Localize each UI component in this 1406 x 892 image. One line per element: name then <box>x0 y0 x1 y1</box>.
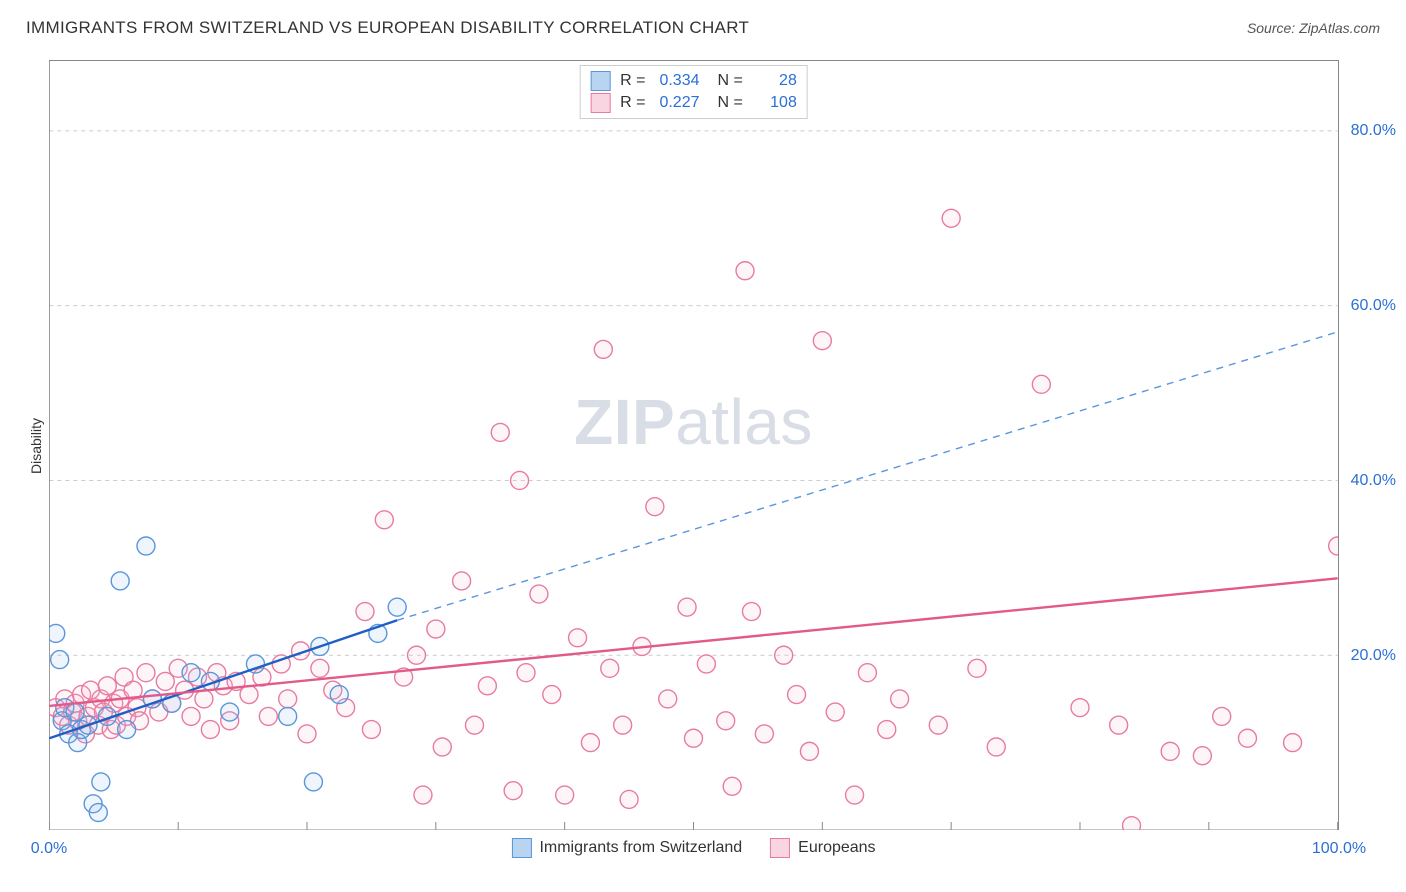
r-value: 0.227 <box>652 94 700 112</box>
series-label: Europeans <box>798 839 875 857</box>
swatch-icon <box>511 838 531 858</box>
legend-item: Europeans <box>770 838 875 858</box>
source-value: ZipAtlas.com <box>1299 20 1380 36</box>
n-label: N = <box>718 94 743 112</box>
series-label: Immigrants from Switzerland <box>539 839 742 857</box>
source-label: Source: <box>1247 20 1299 36</box>
page-title: IMMIGRANTS FROM SWITZERLAND VS EUROPEAN … <box>26 18 749 38</box>
swatch-icon <box>590 71 610 91</box>
legend-row: R = 0.227 N = 108 <box>590 92 797 114</box>
correlation-legend: R = 0.334 N = 28 R = 0.227 N = 108 <box>579 65 808 119</box>
n-value: 108 <box>749 94 797 112</box>
y-tick-label: 60.0% <box>1351 297 1396 315</box>
series-legend: Immigrants from Switzerland Europeans <box>511 838 875 858</box>
y-tick-label: 20.0% <box>1351 647 1396 665</box>
source-attribution: Source: ZipAtlas.com <box>1247 20 1380 38</box>
swatch-icon <box>770 838 790 858</box>
legend-row: R = 0.334 N = 28 <box>590 70 797 92</box>
legend-item: Immigrants from Switzerland <box>511 838 742 858</box>
x-tick-label: 100.0% <box>1312 840 1366 858</box>
y-tick-label: 80.0% <box>1351 122 1396 140</box>
r-value: 0.334 <box>652 72 700 90</box>
scatter-plot: ZIPatlas R = 0.334 N = 28 R = 0.227 N = … <box>49 60 1339 830</box>
swatch-icon <box>590 93 610 113</box>
n-value: 28 <box>749 72 797 90</box>
r-label: R = <box>620 72 645 90</box>
x-tick-label: 0.0% <box>31 840 67 858</box>
r-label: R = <box>620 94 645 112</box>
plot-svg <box>49 61 1338 830</box>
y-tick-label: 40.0% <box>1351 472 1396 490</box>
n-label: N = <box>718 72 743 90</box>
y-axis-label: Disability <box>28 418 44 474</box>
